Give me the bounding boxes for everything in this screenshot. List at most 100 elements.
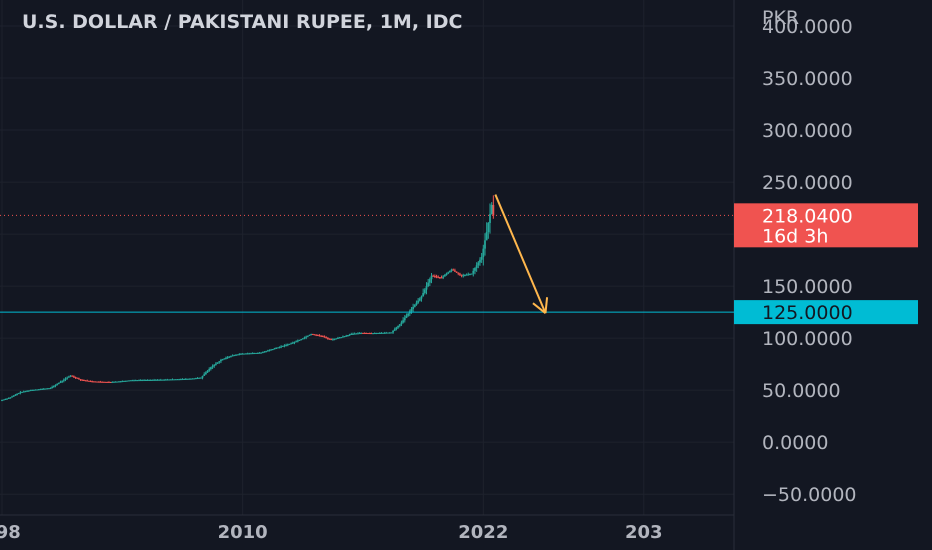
candle: [350, 333, 353, 335]
candle: [235, 354, 237, 356]
candle: [57, 382, 60, 384]
candle: [163, 379, 166, 381]
candle: [357, 333, 359, 335]
candle: [221, 359, 224, 361]
candle: [393, 329, 396, 331]
price-axis[interactable]: 400.0000 350.0000 300.0000 250.0000 150.0000…: [762, 16, 857, 506]
candle: [467, 274, 470, 276]
candle: [273, 348, 276, 350]
candle: [248, 353, 251, 355]
candle: [82, 380, 85, 382]
candle: [225, 357, 227, 359]
candle: [460, 274, 463, 276]
candle: [332, 339, 334, 341]
candle: [143, 380, 145, 382]
candle: [398, 324, 401, 326]
candle: [93, 381, 95, 383]
candle: [215, 363, 217, 365]
candle: [184, 378, 187, 380]
candle: [438, 277, 441, 279]
candle: [148, 379, 150, 381]
candle: [383, 332, 386, 334]
candle: [340, 337, 343, 339]
time-axis[interactable]: 998 2010 2022 203: [0, 522, 663, 543]
candle: [59, 381, 62, 383]
candle: [470, 273, 473, 275]
y-tick-label: 150.0000: [762, 276, 853, 298]
candle: [465, 274, 468, 276]
candle: [94, 381, 97, 383]
candle: [403, 318, 406, 321]
chart-title: U.S. DOLLAR / PAKISTANI RUPEE, 1M, IDC: [22, 11, 462, 33]
candle: [16, 393, 18, 395]
candle: [216, 362, 219, 364]
y-tick-label: 100.0000: [762, 328, 853, 350]
candle: [338, 337, 341, 339]
candle: [21, 391, 23, 393]
candle: [89, 381, 92, 383]
candle: [179, 379, 182, 381]
candle: [186, 378, 189, 380]
candle: [11, 396, 13, 398]
candle: [295, 341, 298, 343]
candle: [330, 339, 333, 341]
candle: [363, 332, 366, 334]
candle: [266, 350, 269, 352]
candle: [412, 306, 415, 309]
candle: [86, 380, 89, 382]
candle: [443, 275, 446, 277]
candle: [203, 374, 206, 376]
candle: [323, 336, 326, 338]
candle: [12, 395, 15, 397]
candle: [291, 342, 294, 344]
candle: [362, 332, 364, 334]
candle: [198, 377, 201, 379]
candle: [109, 382, 112, 384]
candle: [484, 240, 486, 249]
candle: [258, 352, 261, 354]
candle: [111, 381, 114, 383]
candle: [169, 379, 172, 381]
candle: [435, 276, 438, 278]
y-tick-label: 50.0000: [762, 380, 841, 402]
candle: [308, 334, 311, 336]
candle: [485, 232, 488, 241]
candle: [296, 340, 299, 342]
candle: [96, 381, 99, 383]
candle: [278, 346, 281, 348]
candle: [44, 388, 47, 390]
candle: [116, 381, 119, 383]
candle: [342, 336, 344, 338]
countdown-value: 16d 3h: [762, 225, 828, 247]
candle: [161, 379, 164, 381]
candle: [459, 273, 461, 275]
candle: [171, 379, 174, 381]
candle: [91, 381, 94, 383]
candle: [4, 398, 7, 400]
candle: [347, 335, 349, 337]
candle: [385, 332, 388, 334]
candle: [255, 352, 257, 354]
candle: [402, 320, 404, 323]
candle: [241, 353, 244, 355]
y-tick-label: 250.0000: [762, 172, 853, 194]
candle: [373, 333, 376, 335]
candle: [345, 335, 348, 337]
candle: [367, 333, 369, 335]
candle: [270, 349, 272, 351]
candle: [288, 343, 291, 345]
candle: [236, 354, 239, 356]
x-tick-label: 2010: [218, 522, 268, 543]
candle: [425, 286, 428, 290]
candle: [118, 381, 120, 383]
candle: [428, 279, 431, 283]
grid: [0, 0, 734, 515]
candle: [233, 355, 236, 357]
candle: [84, 380, 87, 382]
candle: [377, 332, 379, 334]
trend-arrow[interactable]: [494, 194, 549, 314]
candle: [392, 330, 394, 333]
